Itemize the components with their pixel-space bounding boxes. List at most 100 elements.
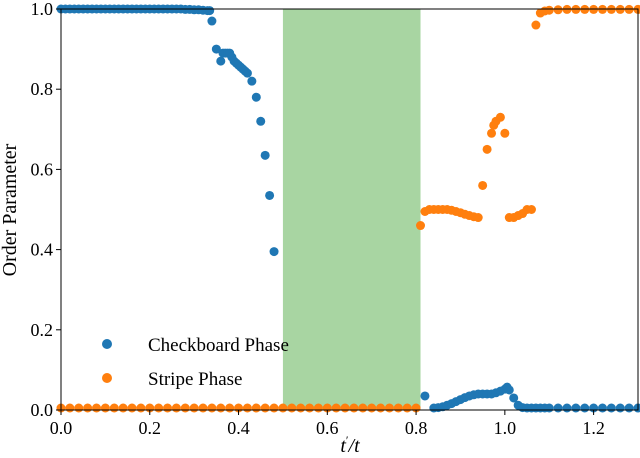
data-point xyxy=(242,68,252,78)
data-point xyxy=(531,20,541,30)
y-axis-label: Order Parameter xyxy=(0,143,21,276)
data-point xyxy=(571,403,581,413)
data-point xyxy=(180,403,190,413)
x-tick-label: 0.4 xyxy=(227,418,250,438)
data-point xyxy=(207,16,217,26)
data-point xyxy=(553,5,563,15)
data-point xyxy=(331,403,341,413)
y-axis-ticks: 0.0 0.2 0.4 0.6 0.8 1.0 xyxy=(31,0,61,420)
data-point xyxy=(127,403,137,413)
plot-frame xyxy=(60,8,639,411)
y-tick-label: 0.8 xyxy=(31,79,54,99)
data-point xyxy=(296,403,306,413)
data-point xyxy=(504,385,514,395)
x-tick-label: 0.0 xyxy=(50,418,73,438)
data-point xyxy=(265,190,275,200)
data-point xyxy=(509,393,519,403)
data-point xyxy=(624,403,634,413)
legend-label-checkboard: Checkboard Phase xyxy=(148,335,289,356)
data-point xyxy=(473,213,483,223)
data-point xyxy=(416,221,426,231)
data-point xyxy=(83,403,93,413)
data-point xyxy=(65,403,75,413)
data-point xyxy=(597,403,607,413)
data-point xyxy=(242,403,252,413)
data-point xyxy=(216,403,226,413)
data-point xyxy=(256,116,266,126)
x-axis-label-main: t xyxy=(340,435,346,457)
x-axis-label-tail: /t xyxy=(348,435,361,457)
x-tick-label: 1.2 xyxy=(582,418,605,438)
data-point xyxy=(495,112,505,122)
data-point xyxy=(358,403,368,413)
y-tick-label: 0.2 xyxy=(31,320,54,340)
data-point xyxy=(92,403,102,413)
data-point xyxy=(205,6,215,16)
data-point xyxy=(163,403,173,413)
y-tick-label: 0.6 xyxy=(31,159,54,179)
y-tick-label: 1.0 xyxy=(31,0,54,19)
data-point xyxy=(376,403,386,413)
x-tick-label: 0.8 xyxy=(405,418,428,438)
data-point xyxy=(487,128,497,138)
data-point xyxy=(287,403,297,413)
data-point xyxy=(305,403,315,413)
data-point xyxy=(562,403,572,413)
data-point xyxy=(198,403,208,413)
data-point xyxy=(136,403,146,413)
data-point xyxy=(313,403,323,413)
data-point xyxy=(526,205,536,214)
y-tick-label: 0.4 xyxy=(31,240,54,260)
data-point xyxy=(544,403,554,413)
data-point xyxy=(189,403,199,413)
data-point xyxy=(225,403,235,413)
data-point xyxy=(500,128,510,138)
x-tick-label: 0.2 xyxy=(139,418,162,438)
legend-marker-checkboard xyxy=(102,339,112,349)
data-point xyxy=(269,403,279,413)
x-axis-label: t′/t xyxy=(340,433,360,457)
data-point xyxy=(580,403,590,413)
plot-area xyxy=(56,4,640,413)
data-point xyxy=(340,403,350,413)
data-point xyxy=(207,403,217,413)
data-point xyxy=(100,403,110,413)
shaded-region xyxy=(282,9,421,410)
x-axis-label-prime: ′ xyxy=(346,433,349,447)
y-tick-label: 0.0 xyxy=(31,400,54,420)
x-axis-ticks: 0.0 0.2 0.4 0.6 0.8 1.0 1.2 xyxy=(50,410,605,438)
data-point xyxy=(211,44,221,54)
data-point xyxy=(109,403,119,413)
data-point xyxy=(615,403,625,413)
legend-marker-stripe xyxy=(102,373,112,383)
data-point xyxy=(247,76,257,86)
legend: Checkboard Phase Stripe Phase xyxy=(102,335,289,390)
data-point xyxy=(154,403,164,413)
data-point xyxy=(402,403,412,413)
data-point xyxy=(544,5,554,15)
data-point xyxy=(393,403,403,413)
data-point xyxy=(171,403,181,413)
x-tick-label: 0.6 xyxy=(316,418,339,438)
data-point xyxy=(251,403,261,413)
data-point xyxy=(260,150,270,160)
data-point xyxy=(478,180,488,190)
data-point xyxy=(633,403,640,413)
data-point xyxy=(349,403,359,413)
data-point xyxy=(216,56,226,66)
data-point xyxy=(269,247,279,257)
data-point xyxy=(367,403,377,413)
data-point xyxy=(278,403,288,413)
data-point xyxy=(606,403,616,413)
data-point xyxy=(260,403,270,413)
data-point xyxy=(74,403,84,413)
data-point xyxy=(384,403,394,413)
data-point xyxy=(251,92,261,102)
data-point xyxy=(553,403,563,413)
data-point xyxy=(482,144,492,154)
x-tick-label: 1.0 xyxy=(494,418,517,438)
data-point xyxy=(118,403,128,413)
legend-label-stripe: Stripe Phase xyxy=(148,369,242,390)
data-point xyxy=(420,391,430,401)
